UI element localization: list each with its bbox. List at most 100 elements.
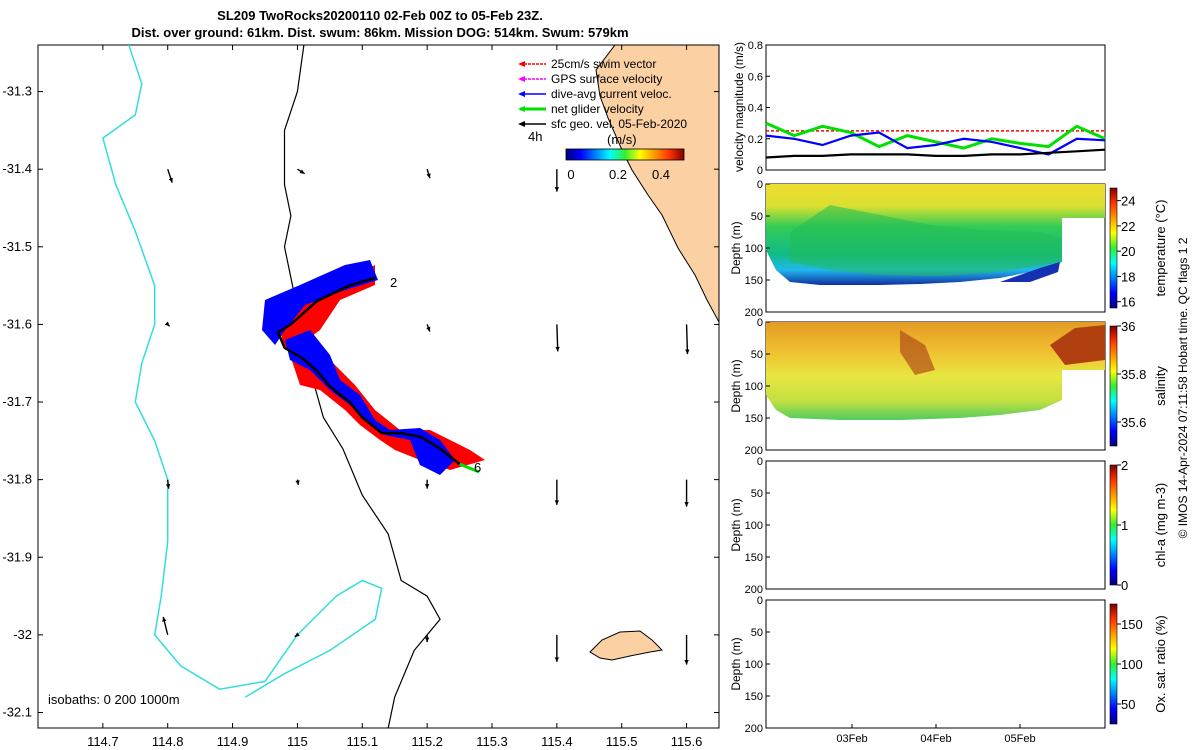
chla-axes-frame — [765, 460, 1106, 590]
depth-axis-label: Depth (m) — [729, 359, 743, 412]
isobath-1000-line — [102, 45, 383, 698]
map-y-tick-label: -31.9 — [2, 549, 32, 564]
current-arrow-head — [555, 346, 560, 352]
temperature-section — [790, 205, 1062, 276]
current-arrow-head — [424, 637, 430, 643]
depth-tick-label: 150 — [745, 413, 763, 425]
current-arrow-head — [426, 173, 431, 179]
colorbar-tick-label: 35.8 — [1121, 367, 1146, 382]
colorbar-label: temperature (°C) — [1153, 200, 1168, 297]
colorbar-duration-label: 4h — [528, 129, 542, 144]
colorbar-label: Ox. sat. ratio (%) — [1153, 615, 1168, 713]
current-arrow-head — [424, 484, 430, 489]
colorbar-tick-label: 18 — [1121, 269, 1135, 284]
depth-tick-label: 50 — [751, 488, 763, 500]
glider-track — [276, 276, 480, 474]
oxygen-panel — [765, 599, 1106, 729]
map-panel: 2 6 114.7 114.8 114.9 115 115.1 115.2 115.3 115… — [2, 44, 720, 749]
depth-tick-label: 0 — [757, 317, 763, 329]
legend-label: GPS surface velocity — [551, 72, 662, 86]
depth-tick-label: 50 — [751, 627, 763, 639]
colorbar-tick-label: 2 — [1121, 458, 1128, 473]
depth-tick-label: 0 — [757, 456, 763, 468]
legend-label: sfc geo. vel. 05-Feb-2020 — [551, 117, 687, 131]
isobath-1000 — [102, 45, 383, 698]
current-arrow-head — [168, 177, 173, 183]
legend-arrow — [518, 61, 525, 67]
salinity-section — [900, 330, 935, 375]
velocity-panel: 0 0.2 0.4 0.6 0.8 velocity magnitude (m/s) — [732, 40, 1106, 177]
depth-tick-label: 100 — [745, 243, 763, 255]
colorbar-tick: 0 — [567, 167, 574, 182]
current-arrow-head — [295, 480, 300, 486]
depth-tick-label: 200 — [745, 307, 763, 319]
map-y-tick-label: -31.7 — [2, 394, 32, 409]
temperature-panel — [765, 183, 1106, 313]
depth-axis-label: Depth (m) — [729, 221, 743, 274]
salinity-section — [766, 322, 1105, 420]
map-x-tick-label: 115 — [287, 734, 308, 749]
colorbar-label: salinity — [1153, 366, 1168, 406]
depth-tick-label: 150 — [745, 691, 763, 703]
legend-label: dive-avg current veloc. — [551, 87, 672, 101]
current-arrow-head — [554, 187, 560, 192]
colorbar-tick-label: 50 — [1121, 697, 1135, 712]
map-y-tick-label: -31.6 — [2, 316, 32, 331]
section-colorbar — [1109, 464, 1118, 586]
current-arrow-head — [162, 616, 167, 622]
current-arrow-head — [166, 483, 171, 489]
current-arrow-head — [684, 660, 689, 665]
velocity-series — [765, 121, 1106, 159]
current-vectors — [262, 260, 455, 475]
depth-axis-label: Depth (m) — [729, 498, 743, 551]
isobath-200-line — [283, 45, 441, 728]
velocity-series-geo — [765, 148, 1106, 159]
velocity-series-net — [765, 121, 1106, 150]
colorbar-tick-label: 24 — [1121, 194, 1135, 209]
salinity-panel — [765, 321, 1106, 451]
current-arrow — [685, 324, 689, 355]
current-arrow-head — [554, 657, 560, 662]
section-colorbar — [1109, 187, 1118, 309]
legend-label: 25cm/s swim vector — [551, 57, 656, 71]
section-colorbar — [1109, 603, 1118, 725]
colorbar-tick-label: 1 — [1121, 518, 1128, 533]
velocity-y-tick-label: 0 — [757, 165, 763, 177]
current-field — [162, 168, 690, 665]
depth-tick-label: 200 — [745, 723, 763, 735]
copyright-note: © IMOS 14-Apr-2024 07:11:58 Hobart time.… — [1176, 237, 1190, 538]
waypoint-label-2: 2 — [390, 275, 397, 290]
colorbar-tick-label: 35.6 — [1121, 415, 1146, 430]
time-tick-label: 04Feb — [920, 733, 951, 745]
current-arrow-head — [684, 502, 689, 507]
current-arrow-head — [685, 349, 690, 355]
section-colorbar — [1109, 325, 1118, 447]
net-velocity-segment — [459, 462, 480, 474]
map-x-tick-label: 115.2 — [411, 734, 443, 749]
colorbar-tick-label: 16 — [1121, 295, 1135, 310]
velocity-ylabel: velocity magnitude (m/s) — [732, 42, 746, 172]
speed-colorbar — [565, 148, 685, 161]
depth-tick-label: 150 — [745, 552, 763, 564]
map-y-tick-label: -31.5 — [2, 239, 32, 254]
map-x-tick-label: 115.6 — [671, 734, 703, 749]
coastline-land — [595, 45, 719, 323]
legend-label: net glider velocity — [551, 102, 644, 116]
map-y-tick-label: -31.8 — [2, 472, 32, 487]
map-axes-frame — [37, 44, 720, 729]
map-x-tick-label: 115.5 — [606, 734, 638, 749]
oxygen-axes-frame — [765, 599, 1106, 729]
velocity-series-current — [765, 131, 1106, 156]
time-tick-label: 05Feb — [1004, 733, 1035, 745]
depth-tick-label: 150 — [745, 275, 763, 287]
current-arrow-head — [164, 321, 170, 327]
colorbar-tick-label: 22 — [1121, 219, 1135, 234]
colorbar-tick: 0.2 — [609, 167, 627, 182]
colorbar-tick-label: 0 — [1121, 578, 1128, 593]
temperature-section — [1000, 262, 1060, 282]
legend-arrow — [518, 91, 525, 97]
depth-tick-label: 200 — [745, 445, 763, 457]
